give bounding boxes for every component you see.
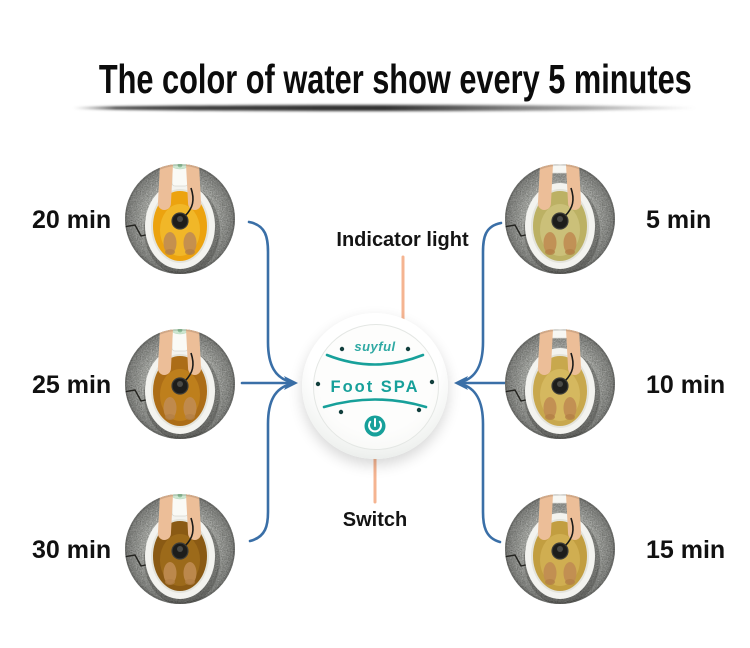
right-arrowhead bbox=[454, 376, 468, 390]
right-leg bbox=[566, 494, 582, 540]
device-label: Foot SPA bbox=[330, 378, 419, 396]
power-cord-on-floor bbox=[505, 389, 531, 402]
power-cord-on-floor bbox=[125, 224, 151, 237]
title-shadow-bar bbox=[72, 105, 698, 111]
left-foot bbox=[543, 562, 557, 584]
indicator-light-label: Indicator light bbox=[336, 229, 469, 251]
left-leg bbox=[157, 494, 173, 540]
time-label-10min: 10 min bbox=[646, 371, 726, 399]
right-leg bbox=[566, 164, 582, 210]
ionizer-cable bbox=[564, 187, 574, 217]
time-label-5min: 5 min bbox=[646, 206, 712, 234]
right-foot bbox=[563, 397, 577, 419]
foot-spa-controller: suyful Foot SPA bbox=[302, 313, 448, 459]
left-foot bbox=[543, 232, 557, 254]
indicator-dots bbox=[315, 346, 435, 415]
power-cord-on-floor bbox=[505, 224, 531, 237]
time-label-25min: 25 min bbox=[32, 371, 112, 399]
left-connector-lines bbox=[240, 220, 293, 543]
ionizer-cable bbox=[184, 352, 194, 382]
left-leg bbox=[157, 329, 173, 375]
ionizer-cable bbox=[564, 517, 574, 547]
switch-label: Switch bbox=[342, 509, 408, 531]
water-photo-5min bbox=[505, 164, 615, 274]
right-leg bbox=[186, 329, 202, 375]
left-foot bbox=[163, 562, 177, 584]
time-label-15min: 15 min bbox=[646, 536, 726, 564]
bottle bbox=[171, 329, 189, 352]
power-icon bbox=[368, 420, 382, 433]
left-foot bbox=[543, 397, 557, 419]
foot-bath-photo bbox=[505, 164, 615, 274]
left-leg bbox=[157, 164, 173, 210]
foot-bath-photo bbox=[505, 494, 615, 604]
ionizer-cable bbox=[564, 352, 574, 382]
top-arc bbox=[325, 353, 425, 366]
power-button[interactable] bbox=[364, 415, 386, 437]
right-foot bbox=[563, 232, 577, 254]
left-foot bbox=[163, 232, 177, 254]
right-foot bbox=[183, 397, 197, 419]
right-leg bbox=[186, 164, 202, 210]
power-cord-on-floor bbox=[125, 554, 151, 567]
bottle bbox=[171, 494, 189, 517]
foot-bath-photo bbox=[125, 494, 235, 604]
right-connector-lines bbox=[459, 221, 510, 544]
right-foot bbox=[183, 562, 197, 584]
left-foot bbox=[163, 397, 177, 419]
power-cord-on-floor bbox=[125, 389, 151, 402]
foot-bath-photo bbox=[505, 329, 615, 439]
time-label-30min: 30 min bbox=[32, 536, 112, 564]
left-leg bbox=[537, 164, 553, 210]
right-leg bbox=[566, 329, 582, 375]
right-foot bbox=[183, 232, 197, 254]
left-leg bbox=[537, 494, 553, 540]
right-leg bbox=[186, 494, 202, 540]
page-title: The color of water show every 5 minutes bbox=[98, 56, 692, 102]
right-foot bbox=[563, 562, 577, 584]
foot-bath-photo bbox=[125, 329, 235, 439]
power-cord-on-floor bbox=[505, 554, 531, 567]
water-photo-25min bbox=[125, 329, 235, 439]
ionizer-cable bbox=[184, 517, 194, 547]
water-photo-30min bbox=[125, 494, 235, 604]
water-photo-20min bbox=[125, 164, 235, 274]
bottle bbox=[171, 164, 189, 187]
water-photo-10min bbox=[505, 329, 615, 439]
bottom-arc bbox=[322, 398, 428, 409]
time-label-20min: 20 min bbox=[32, 206, 112, 234]
controller-artwork: suyful Foot SPA bbox=[315, 339, 435, 437]
left-leg bbox=[537, 329, 553, 375]
brand-logo: suyful bbox=[354, 339, 395, 354]
indicator-light-dot bbox=[405, 346, 411, 352]
water-photo-15min bbox=[505, 494, 615, 604]
foot-bath-photo bbox=[125, 164, 235, 274]
left-arrowhead bbox=[284, 376, 298, 390]
ionizer-cable bbox=[184, 187, 194, 217]
